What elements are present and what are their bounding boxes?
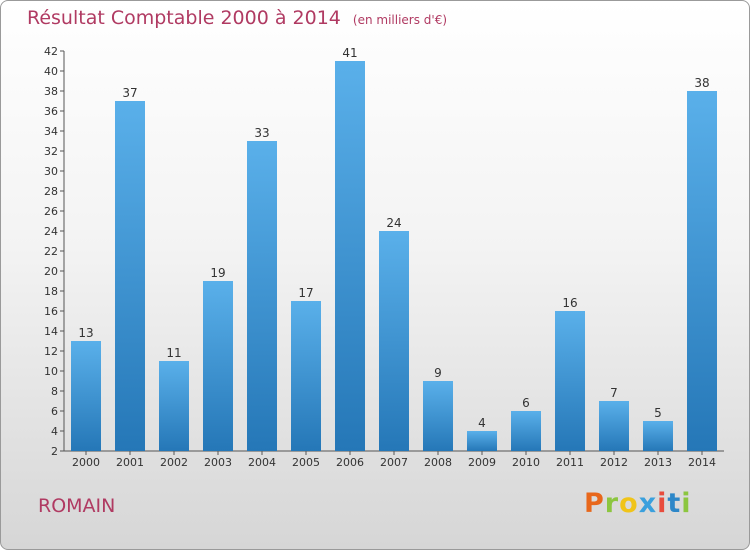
y-tick-label: 34	[44, 125, 58, 138]
y-tick-label: 16	[44, 305, 58, 318]
y-tick-label: 4	[51, 425, 58, 438]
value-label-2011: 16	[562, 296, 577, 310]
y-tick-label: 20	[44, 265, 58, 278]
chart-title: Résultat Comptable 2000 à 2014 (en millie…	[27, 7, 447, 29]
x-tick-label-2006: 2006	[336, 456, 364, 469]
x-tick-label-2012: 2012	[600, 456, 628, 469]
y-tick-label: 28	[44, 185, 58, 198]
value-label-2006: 41	[342, 46, 357, 60]
bar-2002	[159, 361, 189, 451]
logo-letter: t	[667, 488, 682, 519]
value-label-2013: 5	[654, 406, 662, 420]
y-tick-label: 2	[51, 445, 58, 458]
x-tick-label-2011: 2011	[556, 456, 584, 469]
bar-2004	[247, 141, 277, 451]
logo-letter: i	[657, 488, 668, 519]
value-label-2003: 19	[210, 266, 225, 280]
x-tick-label-2008: 2008	[424, 456, 452, 469]
chart-title-text: Résultat Comptable 2000 à 2014	[27, 7, 341, 29]
bar-2007	[379, 231, 409, 451]
x-tick-label-2004: 2004	[248, 456, 276, 469]
value-label-2009: 4	[478, 416, 486, 430]
y-tick-label: 22	[44, 245, 58, 258]
logo-letter: o	[619, 488, 639, 519]
bar-2003	[203, 281, 233, 451]
logo-letter: i	[681, 488, 692, 519]
x-tick-label-2005: 2005	[292, 456, 320, 469]
bar-2014	[687, 91, 717, 451]
value-label-2014: 38	[694, 76, 709, 90]
y-tick-label: 32	[44, 145, 58, 158]
y-tick-label: 12	[44, 345, 58, 358]
value-label-2000: 13	[78, 326, 93, 340]
y-tick-label: 30	[44, 165, 58, 178]
commune-name: ROMAIN	[38, 495, 116, 517]
x-tick-label-2002: 2002	[160, 456, 188, 469]
x-tick-label-2010: 2010	[512, 456, 540, 469]
value-labels: 13 37 11 19 33 17 41 24 9 4 6 16 7 5 38	[78, 46, 709, 430]
bar-2000	[71, 341, 101, 451]
bars	[71, 61, 717, 451]
value-label-2005: 17	[298, 286, 313, 300]
y-tick-label: 10	[44, 365, 58, 378]
bar-2011	[555, 311, 585, 451]
y-tick-label: 14	[44, 325, 58, 338]
y-tick-label: 36	[44, 105, 58, 118]
logo-letter: x	[638, 488, 658, 519]
value-label-2012: 7	[610, 386, 618, 400]
x-tick-label-2007: 2007	[380, 456, 408, 469]
y-tick-label: 26	[44, 205, 58, 218]
x-tick-label-2003: 2003	[204, 456, 232, 469]
x-tick-label-2014: 2014	[688, 456, 716, 469]
y-tick-label: 38	[44, 85, 58, 98]
y-tick-label: 18	[44, 285, 58, 298]
logo-letter: r	[604, 488, 620, 519]
bar-2010	[511, 411, 541, 451]
y-tick-label: 24	[44, 225, 58, 238]
value-label-2001: 37	[122, 86, 137, 100]
bar-2001	[115, 101, 145, 451]
bar-2006	[335, 61, 365, 451]
value-label-2002: 11	[166, 346, 181, 360]
value-label-2004: 33	[254, 126, 269, 140]
x-tick-label-2013: 2013	[644, 456, 672, 469]
value-label-2008: 9	[434, 366, 442, 380]
bar-2005	[291, 301, 321, 451]
y-tick-label: 40	[44, 65, 58, 78]
bar-2008	[423, 381, 453, 451]
value-label-2007: 24	[386, 216, 401, 230]
bar-2009	[467, 431, 497, 451]
bar-2012	[599, 401, 629, 451]
y-tick-label: 42	[44, 45, 58, 58]
y-tick-label: 8	[51, 385, 58, 398]
value-label-2010: 6	[522, 396, 530, 410]
x-tick-label-2001: 2001	[116, 456, 144, 469]
proxiti-logo: Proxiti	[584, 488, 692, 519]
chart-unit-label: (en milliers d'€)	[352, 13, 448, 27]
bar-2013	[643, 421, 673, 451]
y-tick-label: 6	[51, 405, 58, 418]
x-tick-label-2000: 2000	[72, 456, 100, 469]
x-tick-label-2009: 2009	[468, 456, 496, 469]
logo-letter: P	[584, 488, 605, 519]
